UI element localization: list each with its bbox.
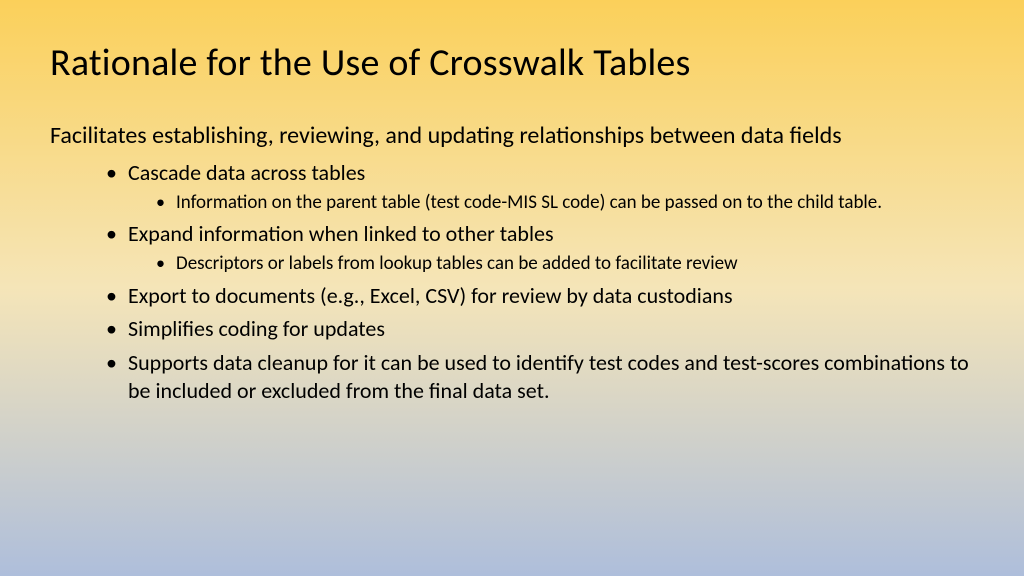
sub-bullet-item: Descriptors or labels from lookup tables…: [176, 252, 974, 277]
bullet-item: Export to documents (e.g., Excel, CSV) f…: [128, 282, 974, 311]
intro-text: Facilitates establishing, reviewing, and…: [50, 121, 974, 151]
bullet-text: Expand information when linked to other …: [128, 220, 554, 247]
bullet-item: Simplifies coding for updates: [128, 315, 974, 344]
slide-title: Rationale for the Use of Crosswalk Table…: [50, 40, 974, 86]
bullet-list-level-1: Cascade data across tables Information o…: [50, 159, 974, 406]
bullet-item: Cascade data across tables Information o…: [128, 159, 974, 215]
sub-bullet-item: Information on the parent table (test co…: [176, 191, 974, 216]
slide-container: Rationale for the Use of Crosswalk Table…: [0, 0, 1024, 576]
bullet-list-level-2: Descriptors or labels from lookup tables…: [128, 252, 974, 277]
bullet-item: Supports data cleanup for it can be used…: [128, 349, 974, 406]
bullet-text: Cascade data across tables: [128, 159, 365, 186]
bullet-item: Expand information when linked to other …: [128, 220, 974, 276]
bullet-list-level-2: Information on the parent table (test co…: [128, 191, 974, 216]
